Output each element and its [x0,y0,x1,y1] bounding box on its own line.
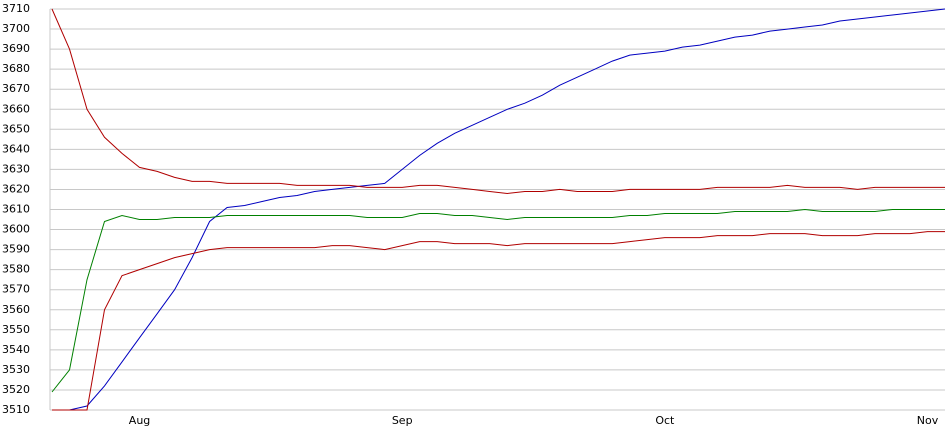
y-tick-label: 3590 [2,243,30,256]
series-line [52,231,945,411]
y-tick-label: 3530 [2,363,30,376]
y-tick-label: 3670 [2,82,30,95]
y-tick-label: 3710 [2,2,30,15]
y-tick-label: 3610 [2,203,30,216]
x-tick-label: Sep [392,414,413,427]
x-tick-label: Oct [655,414,675,427]
x-tick-label: Nov [917,414,939,427]
y-tick-label: 3510 [2,403,30,416]
y-tick-label: 3550 [2,323,30,336]
y-tick-label: 3600 [2,223,30,236]
y-tick-label: 3700 [2,22,30,35]
y-tick-label: 3660 [2,102,30,115]
y-tick-label: 3680 [2,62,30,75]
series-line [51,208,945,393]
y-tick-label: 3570 [2,283,30,296]
y-tick-label: 3560 [2,303,30,316]
y-tick-label: 3640 [2,142,30,155]
y-tick-label: 3520 [2,383,30,396]
series-line [52,8,946,411]
y-tick-label: 3620 [2,182,30,195]
y-tick-label: 3690 [2,42,30,55]
y-tick-label: 3540 [2,343,30,356]
y-tick-label: 3650 [2,122,30,135]
y-tick-label: 3630 [2,162,30,175]
x-tick-label: Aug [129,414,150,427]
series-line [51,8,945,195]
y-tick-label: 3580 [2,263,30,276]
